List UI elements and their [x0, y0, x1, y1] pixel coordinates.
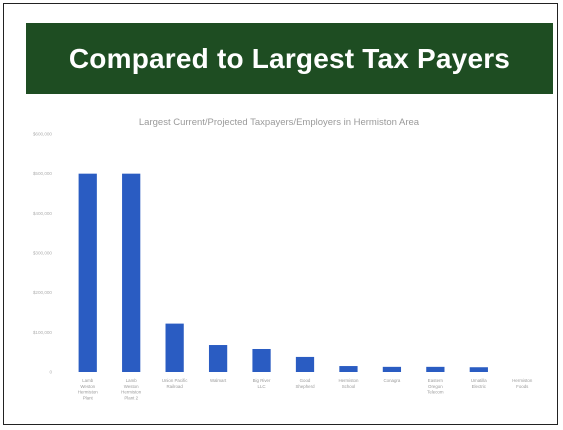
x-tick-label: Hermiston [338, 378, 359, 383]
x-tick-label: Walmart [210, 378, 227, 383]
x-tick-label: Hermiston [512, 378, 533, 383]
x-tick-label: Hermiston [78, 390, 99, 395]
x-tick-label: Weston [80, 384, 95, 389]
y-tick-label: $400,000 [33, 211, 53, 216]
x-tick-label: Lamb [126, 378, 138, 383]
chart-title: Largest Current/Projected Taxpayers/Empl… [139, 117, 420, 128]
x-tick-label: Weston [124, 384, 139, 389]
bar [339, 366, 358, 372]
bars [78, 173, 488, 372]
bar [122, 173, 141, 372]
x-tick-label: Hermiston [121, 390, 142, 395]
bar [382, 366, 402, 372]
x-tick-label: Electric [472, 384, 487, 389]
x-tick-label: Plant [83, 395, 94, 400]
x-tick-label: Eastern [428, 378, 444, 383]
x-tick-label: Railroad [166, 384, 183, 389]
x-tick-label: Big River [253, 378, 271, 383]
bar [295, 356, 315, 372]
x-tick-label: Conagra [383, 378, 400, 383]
y-tick-label: $200,000 [33, 290, 53, 295]
x-tick-label: Union Pacific [162, 378, 188, 383]
x-tick-label: Shepherd [295, 384, 315, 389]
x-tick-label: School [342, 384, 355, 389]
y-tick-label: $600,000 [33, 132, 53, 137]
bar-chart: Largest Current/Projected Taxpayers/Empl… [33, 117, 533, 400]
slide-title: Compared to Largest Tax Payers [68, 42, 511, 74]
bar [252, 348, 271, 372]
x-tick-label: Good [300, 378, 311, 383]
x-tick-label: Lamb [82, 378, 94, 383]
y-tick-label: $100,000 [33, 330, 53, 335]
x-tick-label: LLC [258, 384, 266, 389]
y-axis: 0 $100,000 $200,000 $300,000 $400,000 $500,00… [33, 132, 53, 375]
x-tick-label: Plant 2 [124, 395, 138, 400]
bar [165, 323, 184, 372]
slide: Compared to Largest Tax Payers Largest C… [3, 3, 558, 425]
title-banner: Compared to Largest Tax Payers [26, 23, 553, 94]
bar [426, 366, 445, 372]
y-tick-label: $300,000 [33, 251, 53, 256]
y-tick-label: $500,000 [33, 171, 53, 176]
bar [208, 345, 228, 372]
x-tick-label: Foods [516, 384, 529, 389]
x-tick-label: Telecom [427, 390, 444, 395]
x-axis: LambWestonHermistonPlantLambWestonHermis… [78, 378, 533, 400]
bar [469, 367, 488, 372]
bar [78, 173, 97, 372]
x-tick-label: Oregon [428, 384, 443, 389]
x-tick-label: Umatilla [471, 378, 487, 383]
y-tick-label: 0 [49, 370, 52, 375]
